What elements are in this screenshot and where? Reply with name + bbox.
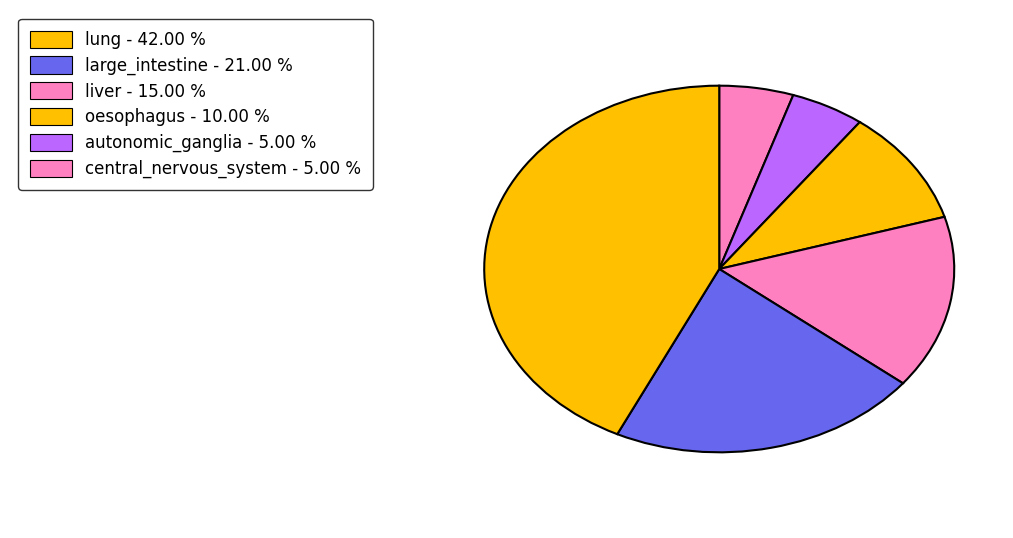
Wedge shape: [617, 269, 903, 452]
Wedge shape: [719, 86, 793, 269]
Legend: lung - 42.00 %, large_intestine - 21.00 %, liver - 15.00 %, oesophagus - 10.00 %: lung - 42.00 %, large_intestine - 21.00 …: [18, 19, 373, 190]
Wedge shape: [719, 95, 860, 269]
Wedge shape: [719, 122, 944, 269]
Wedge shape: [719, 217, 954, 383]
Wedge shape: [484, 86, 719, 434]
